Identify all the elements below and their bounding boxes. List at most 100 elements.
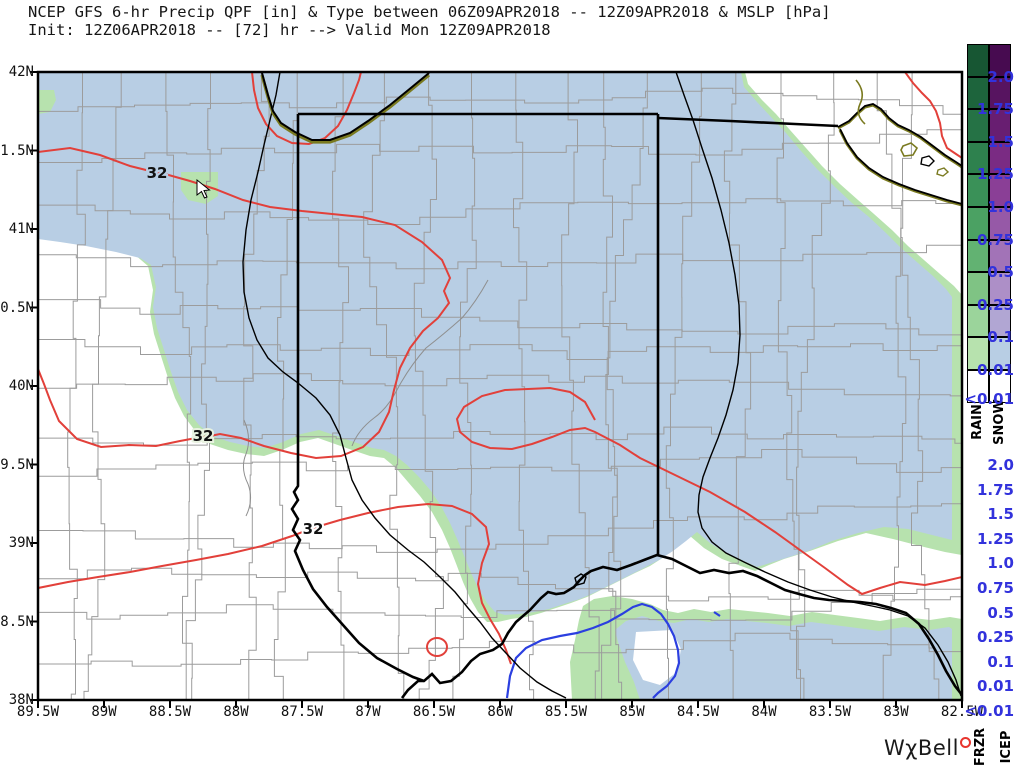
county-border-line — [413, 73, 444, 699]
mslp-layer — [242, 73, 961, 699]
legend-swatch-rain — [967, 370, 989, 403]
county-border-line — [39, 87, 961, 115]
map-title-line2: Init: 12Z06APR2018 -- [72] hr --> Valid … — [28, 21, 551, 39]
lake-layer — [260, 73, 961, 207]
river-line — [351, 279, 489, 447]
logo-chi: χ — [905, 736, 918, 760]
legend-value: 0.25 — [976, 295, 1014, 314]
legend-value: 0.01 — [976, 361, 1014, 379]
legend-swatch-rain — [967, 174, 989, 207]
contour-label-32: 32 — [147, 164, 168, 182]
isotherm-contour-central-loop — [455, 386, 961, 596]
x-axis-label: 89.5W — [16, 704, 60, 720]
x-axis-label: 88W — [223, 704, 249, 720]
legend-value: 2.0 — [987, 456, 1014, 474]
map-title-line1: NCEP GFS 6-hr Precip QPF [in] & Type bet… — [28, 3, 831, 21]
legend-value: 2.0 — [987, 67, 1014, 86]
legend-value: 1.75 — [976, 480, 1014, 499]
county-border-line — [39, 426, 961, 446]
x-axis-label: 82.5W — [940, 704, 984, 720]
county-border-line — [39, 198, 961, 225]
legend-swatch-snow — [989, 174, 1011, 207]
y-axis-label: 41N — [8, 221, 34, 237]
legend-value: 0.25 — [976, 628, 1014, 647]
y-axis-label: 39.5N — [0, 456, 34, 473]
state-border-layer — [290, 112, 961, 699]
legend-value: <0.01 — [964, 390, 1014, 408]
river-line — [242, 419, 252, 517]
county-border-line — [39, 503, 961, 553]
mslp-contour-east — [675, 73, 961, 697]
y-axis-label: 39N — [8, 535, 34, 551]
legend-value: <0.01 — [964, 702, 1014, 720]
isotherm-contour-south — [39, 502, 512, 665]
county-border-line — [39, 339, 961, 360]
legend-value: 0.1 — [987, 652, 1014, 671]
axis-ticks — [30, 71, 963, 708]
y-axis-label: 41.5N — [0, 142, 34, 159]
legend-swatch-rain — [967, 239, 989, 273]
county-border-line — [796, 73, 835, 699]
lake-michigan-shore — [261, 73, 430, 141]
county-border-line — [39, 632, 961, 667]
river-islet — [574, 573, 587, 586]
legend-swatch-snow — [989, 44, 1011, 77]
blue-contour — [505, 602, 681, 699]
legend-swatch-snow — [989, 239, 1011, 273]
county-border-line — [39, 299, 961, 336]
rain-patch-left-edge — [39, 90, 56, 114]
x-axis-label: 85.5W — [544, 704, 588, 720]
state-border-ohio-river — [400, 553, 961, 699]
logo-w: W — [884, 736, 906, 760]
y-axis-label: 38.5N — [0, 613, 34, 630]
contour-label-layer: 32 32 32 — [145, 162, 326, 540]
legend-value: 0.75 — [976, 579, 1014, 597]
y-axis-label: 40N — [8, 378, 34, 394]
mslp-contour-west — [242, 73, 567, 699]
contour-label-32: 32 — [193, 427, 214, 445]
legend-swatch-rain — [967, 304, 989, 338]
county-border-line — [876, 73, 940, 699]
blue-contour-fragment — [713, 611, 721, 617]
legend-swatch-snow — [989, 272, 1011, 305]
legend-value: 0.5 — [987, 603, 1014, 622]
county-borders-layer — [39, 73, 961, 699]
legend-swatch-snow — [989, 304, 1011, 338]
county-border-line — [39, 129, 961, 163]
x-axis-label: 83.5W — [808, 704, 852, 720]
county-border-line — [39, 244, 961, 270]
y-axis-label: 40.5N — [0, 299, 34, 316]
legend-swatch-rain — [967, 141, 989, 175]
state-border-indiana-west — [290, 114, 425, 683]
lake-erie-island — [900, 142, 919, 157]
legend-swatch-rain — [967, 44, 989, 77]
state-border-michigan-ohio — [657, 116, 839, 128]
county-border-line — [39, 449, 961, 477]
x-axis-label: 83W — [883, 704, 909, 720]
lake-erie-island — [920, 155, 935, 167]
wxbell-logo: WχBell — [884, 736, 971, 760]
isotherm-closed-low — [426, 637, 448, 657]
county-border-line — [243, 73, 270, 699]
legend-swatch-rain — [967, 337, 989, 370]
x-axis-label: 87W — [355, 704, 381, 720]
legend-value: 0.5 — [987, 263, 1014, 282]
legend-swatch-rain — [967, 272, 989, 305]
county-border-line — [332, 73, 349, 699]
county-border-line — [273, 73, 298, 699]
snow-area-north — [39, 73, 952, 615]
county-border-line — [39, 588, 961, 621]
legend-swatch-snow — [989, 109, 1011, 142]
isotherm-layer — [39, 73, 961, 665]
river-layer — [242, 279, 489, 517]
county-border-line — [185, 73, 211, 699]
legend-value: 0.01 — [976, 677, 1014, 696]
legend-swatch-snow — [989, 207, 1011, 240]
legend-swatch-snow — [989, 141, 1011, 175]
legend-value: 1.75 — [976, 100, 1014, 119]
county-border-line — [165, 73, 193, 699]
y-axis-label: 42N — [8, 64, 34, 80]
lake-erie-south-shore — [839, 128, 961, 205]
legend-swatch-rain — [967, 76, 989, 110]
